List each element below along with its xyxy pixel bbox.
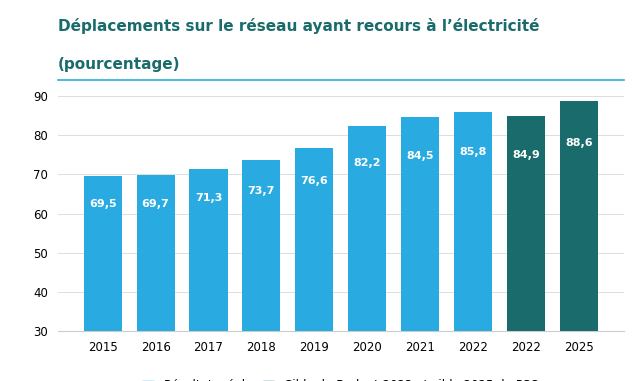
Bar (84, 176, 122, 331)
Bar (136, 175, 175, 331)
Text: 88,6: 88,6 (565, 138, 593, 147)
Text: 85,8: 85,8 (459, 147, 487, 157)
Bar (507, 116, 545, 331)
Bar (560, 101, 598, 331)
Bar (295, 148, 333, 331)
Text: 84,5: 84,5 (406, 151, 434, 161)
Bar (401, 117, 439, 331)
Text: 76,6: 76,6 (300, 176, 328, 186)
Text: 71,3: 71,3 (195, 193, 222, 203)
Bar (242, 160, 280, 331)
Bar (454, 112, 492, 331)
Text: (pourcentage): (pourcentage) (58, 58, 181, 72)
Legend: Résultats réels, Cible du Budget 2022 et cible 2025 du PSO: Résultats réels, Cible du Budget 2022 et… (142, 379, 539, 381)
Text: 69,7: 69,7 (141, 199, 170, 208)
Text: 73,7: 73,7 (248, 186, 275, 195)
Text: 82,2: 82,2 (354, 158, 381, 168)
Bar (349, 126, 386, 331)
Text: 69,5: 69,5 (89, 199, 116, 209)
Bar (190, 169, 228, 331)
Text: 84,9: 84,9 (512, 149, 540, 160)
Text: Déplacements sur le réseau ayant recours à l’électricité: Déplacements sur le réseau ayant recours… (58, 18, 539, 34)
